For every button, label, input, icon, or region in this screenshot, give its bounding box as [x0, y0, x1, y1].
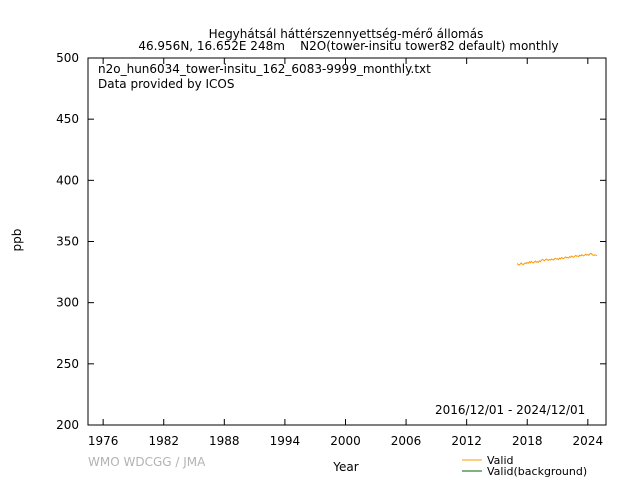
x-axis-label: Year — [333, 460, 359, 474]
credit-text: WMO WDCGG / JMA — [88, 455, 206, 469]
x-tick-label: 1976 — [88, 434, 119, 448]
x-tick-label: 2006 — [391, 434, 422, 448]
x-tick-label: 2018 — [512, 434, 543, 448]
y-tick-label: 200 — [56, 418, 79, 432]
x-tick-label: 1982 — [148, 434, 179, 448]
x-tick-label: 2000 — [330, 434, 361, 448]
x-tick-label: 1994 — [270, 434, 301, 448]
legend-label-valid-background: Valid(background) — [487, 465, 587, 478]
y-tick-label: 500 — [56, 51, 79, 65]
y-tick-label: 400 — [56, 173, 79, 187]
y-tick-label: 300 — [56, 296, 79, 310]
x-tick-label: 2024 — [573, 434, 604, 448]
y-tick-label: 450 — [56, 112, 79, 126]
chart-title: Hegyhátsál háttérszennyettség-mérő állom… — [208, 27, 484, 41]
y-tick-label: 250 — [56, 357, 79, 371]
data-filename: n2o_hun6034_tower-insitu_162_6083-9999_m… — [98, 62, 431, 76]
x-tick-label: 2012 — [451, 434, 482, 448]
data-provider: Data provided by ICOS — [98, 77, 235, 91]
x-tick-label: 1988 — [209, 434, 240, 448]
series-line-valid — [516, 252, 598, 266]
chart-subtitle: 46.956N, 16.652E 248m N2O(tower-insitu t… — [138, 39, 559, 53]
y-axis-label: ppb — [10, 228, 24, 252]
y-tick-label: 350 — [56, 235, 79, 249]
legend-label-valid: Valid — [487, 454, 514, 467]
date-range: 2016/12/01 - 2024/12/01 — [435, 403, 586, 417]
plot-frame — [87, 57, 607, 426]
